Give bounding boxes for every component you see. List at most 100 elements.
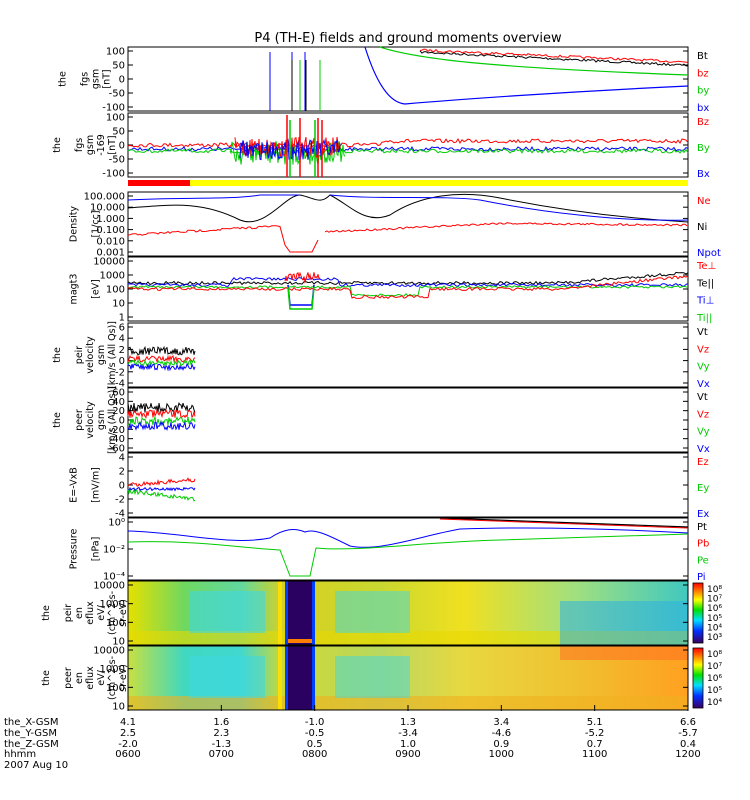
- spectrogram-region: [190, 656, 265, 698]
- legend-entry: Bt: [697, 51, 708, 62]
- panel-8: 10⁰ 10⁻² 10⁻⁴ Pressure [nPa] Pt Pb Pe Pi: [69, 517, 709, 583]
- status-bar-yellow: [190, 180, 688, 186]
- colorbar-tick-label: 10⁴: [707, 698, 722, 708]
- y-tick-label: 100: [106, 618, 125, 629]
- footer-value: 0.4: [680, 739, 696, 750]
- y-axis-label: magt3 [eV]: [69, 274, 102, 305]
- legend-entry: by: [697, 86, 709, 97]
- y-tick-label: 10.000: [90, 203, 125, 214]
- footer-value: -5.7: [678, 728, 698, 739]
- spectrogram-edge: [285, 581, 288, 645]
- legend-entry: Vt: [697, 327, 708, 338]
- trace-by: [127, 148, 689, 154]
- y-axis-label-line: Pressure: [69, 529, 80, 570]
- footer-value: 5.1: [587, 717, 603, 728]
- trace-ti-par-dip: [287, 286, 315, 310]
- footer-value: 2.3: [213, 728, 229, 739]
- y-tick-label: 10⁰: [108, 518, 125, 529]
- legend-entry: Ez: [697, 457, 709, 468]
- legend-entry: Pe: [697, 555, 709, 566]
- colorbar-tick-label: 10⁶: [707, 604, 722, 614]
- panel-4: 10000 1000 100 10 1 magt3 [eV] Te⊥ Te|| Ti⊥ Ti||: [69, 256, 716, 324]
- y-axis-label-line: [nT]: [102, 69, 113, 88]
- trace-ne: [127, 222, 688, 253]
- legend-entry: Ne: [697, 196, 711, 207]
- y-tick-label: 10⁻⁴: [103, 572, 125, 583]
- trace-bt: [419, 50, 688, 67]
- y-axis-label: the peirenefluxeV/(cm^2-s-sr-eV): [41, 591, 129, 635]
- legend-entry: Ni: [697, 222, 707, 233]
- trace-vx: [127, 363, 196, 372]
- spectrogram-edge: [278, 646, 282, 710]
- y-tick-label: 4: [119, 334, 125, 345]
- legend-entry: Ex: [697, 509, 709, 520]
- y-tick-label: 50: [112, 127, 125, 138]
- legend-entry: Npot: [697, 248, 721, 259]
- footer-value: -1.0: [305, 717, 325, 728]
- y-axis-label: the peervelocitygsm[km/s (All Qs)]: [52, 386, 118, 454]
- trace-bt-spike: [291, 60, 307, 111]
- y-tick-label: -50: [109, 89, 125, 100]
- y-tick-label: 0: [119, 356, 125, 367]
- footer-value: 1.6: [213, 717, 229, 728]
- y-axis-label-line: velocity: [85, 401, 96, 439]
- y-tick-label: -4: [115, 509, 125, 520]
- colorbar-tick-label: 10⁸: [707, 585, 722, 595]
- colorbar-tick-label: 10⁵: [707, 686, 722, 696]
- y-axis-label: the fgsgsm[nT]: [58, 69, 113, 89]
- y-tick-label: 100: [106, 47, 125, 58]
- y-tick-label: 1000: [100, 664, 125, 675]
- y-tick-label: 2: [119, 345, 125, 356]
- y-axis-label-line: peir: [63, 604, 74, 623]
- footer-value: 2.5: [120, 728, 136, 739]
- trace-pe: [127, 533, 689, 577]
- panel-10: 10⁸ 10⁷ 10⁶ 10⁵ 10⁴ 10000 1000 100 10 the peerenef…: [41, 645, 722, 713]
- y-axis-label: Density [1/cc]: [69, 206, 102, 242]
- y-axis-label-line: eflux: [85, 601, 96, 625]
- y-tick-label: 10: [112, 637, 125, 648]
- y-tick-label: 0.001: [96, 248, 125, 259]
- spectrogram-region: [190, 591, 265, 633]
- colorbar-tick-label: 10⁵: [707, 614, 722, 624]
- trace-by: [379, 46, 689, 76]
- footer-value: 0700: [209, 749, 234, 760]
- y-axis-label-line: [nT]: [107, 135, 118, 154]
- spectrogram-region: [335, 656, 410, 698]
- y-axis-label-line: Density: [69, 206, 80, 242]
- spectrogram-region: [335, 591, 410, 633]
- y-axis-label-line: peer: [74, 409, 85, 431]
- y-tick-label: 0: [119, 141, 125, 152]
- colorbar-tick-label: 10⁷: [707, 595, 722, 605]
- spectrogram-edge: [285, 646, 288, 710]
- y-axis-label: the fgsgsm-169[nT]: [52, 134, 118, 156]
- trace-te-par: [127, 271, 689, 286]
- panel-frame: [127, 452, 689, 518]
- legend-entry: Bz: [697, 117, 709, 128]
- footer-date: 2007 Aug 10: [4, 760, 68, 771]
- trace-bx: [127, 145, 689, 152]
- y-tick-label: 0.100: [96, 225, 125, 236]
- trace-ey: [127, 488, 196, 502]
- y-axis-label-line: [mV/m]: [91, 467, 102, 503]
- legend-entry: Vx: [697, 379, 710, 390]
- panel-7: 4 2 0 -2 -4 E=-VxB [mV/m] Ez Ey Ex: [69, 452, 709, 520]
- y-axis-label-line: the: [41, 670, 52, 686]
- y-axis-label-line: eflux: [85, 666, 96, 690]
- y-tick-label: 100: [106, 285, 125, 296]
- legend-entry: Ti||: [696, 313, 712, 324]
- y-tick-label: 0: [119, 75, 125, 86]
- colorbar-tick-label: 10⁶: [707, 674, 722, 684]
- legend-entry: Ey: [697, 483, 709, 494]
- y-tick-label: 10000: [93, 581, 125, 592]
- trace-bx: [364, 46, 689, 105]
- footer-value: 0600: [115, 749, 140, 760]
- y-axis-label-line: gsm: [91, 69, 102, 89]
- spectrogram-gap: [288, 646, 312, 710]
- y-tick-label: 100: [106, 683, 125, 694]
- legend-entry: Vt: [697, 392, 708, 403]
- y-axis-label-line: the: [58, 71, 69, 87]
- trace-ex: [127, 486, 196, 492]
